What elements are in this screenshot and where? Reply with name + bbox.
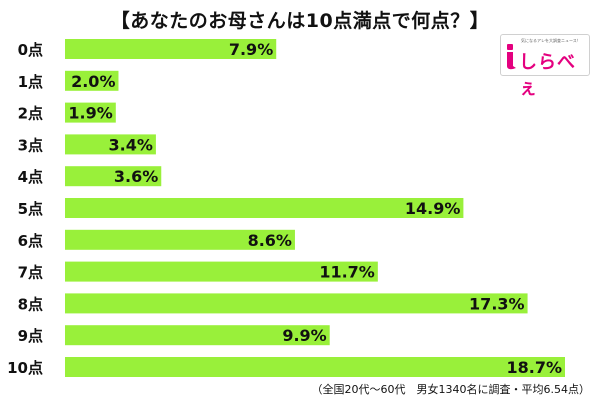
category-label: 8点 — [18, 295, 43, 313]
value-label: 3.4% — [109, 135, 153, 154]
bar — [65, 293, 528, 314]
value-label: 18.7% — [506, 358, 562, 377]
value-label: 14.9% — [405, 199, 461, 218]
value-label: 7.9% — [229, 40, 273, 59]
bar — [65, 229, 295, 250]
category-label: 3点 — [18, 136, 43, 154]
category-label: 2点 — [18, 105, 43, 123]
logo-tagline: 気になるアレを大調査ニュース！ — [521, 38, 581, 43]
chart-title: 【あなたのお母さんは10点満点で何点？】 — [110, 10, 490, 32]
bar — [65, 198, 464, 218]
category-label: 4点 — [18, 168, 43, 186]
chart-footnote: （全国20代～60代 男女1340名に調査・平均6.54点） — [311, 383, 590, 396]
logo-mark-icon — [507, 44, 516, 70]
logo-brand: しらべぇ — [519, 52, 576, 99]
value-label: 17.3% — [469, 294, 525, 313]
bar — [65, 261, 378, 282]
bar — [65, 134, 156, 155]
bar — [65, 70, 119, 91]
value-label: 9.9% — [282, 326, 326, 345]
value-label: 1.9% — [68, 104, 112, 123]
category-label: 0点 — [18, 41, 43, 59]
category-label: 5点 — [18, 200, 43, 218]
category-label: 9点 — [18, 327, 43, 345]
value-label: 2.0% — [71, 72, 115, 91]
bar — [65, 325, 330, 346]
bar — [65, 102, 116, 123]
category-label: 6点 — [18, 232, 43, 250]
bar — [65, 39, 277, 59]
value-label: 11.7% — [319, 263, 375, 282]
value-label: 3.6% — [114, 167, 158, 186]
shirabee-logo: 気になるアレを大調査ニュース！ しらべぇ — [500, 34, 590, 99]
value-label: 8.6% — [248, 231, 292, 250]
category-label: 10点 — [7, 359, 43, 377]
category-label: 7点 — [18, 264, 43, 282]
bar — [65, 357, 565, 377]
category-label: 1点 — [18, 73, 43, 91]
bar — [65, 166, 162, 187]
